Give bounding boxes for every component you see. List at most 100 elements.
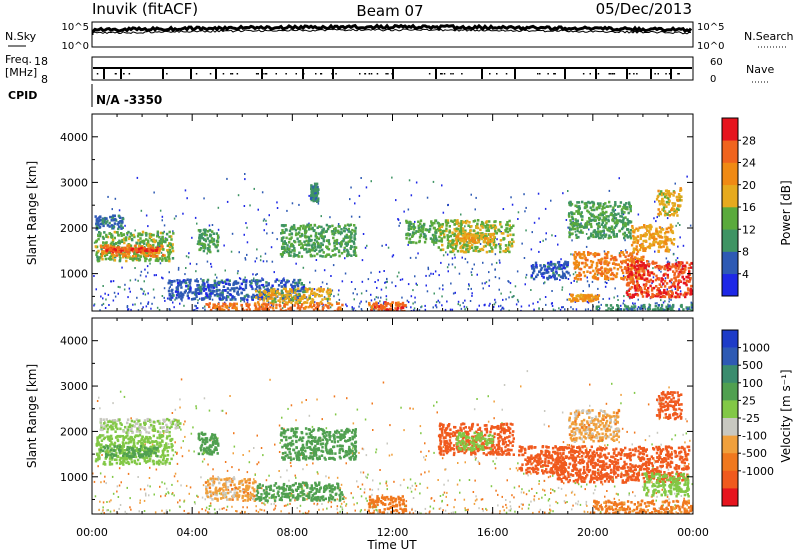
scatter-cell [395, 199, 397, 201]
scatter-cell [677, 222, 679, 224]
range-cell [622, 221, 624, 224]
scatter-cell [613, 297, 615, 299]
range-cell [224, 289, 226, 292]
scatter-cell [545, 238, 547, 240]
scatter-cell [352, 306, 354, 308]
range-cell [430, 222, 432, 225]
scatter-cell [156, 274, 158, 276]
range-cell [591, 264, 593, 267]
range-cell [445, 228, 447, 231]
range-cell [123, 242, 125, 245]
range-cell [535, 264, 537, 267]
scatter-cell [339, 299, 341, 301]
range-cell [491, 233, 493, 236]
range-cell [184, 291, 186, 294]
scatter-cell [127, 296, 129, 298]
range-cell [580, 231, 582, 234]
range-cell [435, 231, 437, 234]
scatter-cell [321, 215, 323, 217]
station-title: Inuvik (fitACF) [92, 0, 198, 18]
range-cell [420, 219, 422, 222]
range-cell [634, 257, 636, 260]
range-cell [236, 303, 238, 306]
range-cell [311, 298, 313, 301]
range-cell [465, 248, 467, 251]
range-cell [581, 201, 583, 204]
scatter-cell [108, 304, 110, 306]
range-cell [298, 243, 300, 246]
range-cell [259, 298, 261, 301]
range-cell [354, 238, 356, 241]
range-cell [258, 291, 260, 294]
range-cell [105, 234, 107, 237]
range-cell [583, 254, 585, 257]
scatter-cell [510, 291, 512, 293]
range-cell [546, 271, 548, 274]
range-cell [455, 245, 457, 248]
range-cell [95, 240, 97, 243]
range-cell [655, 238, 657, 241]
y-tick-label: 1000 [60, 268, 88, 281]
range-cell [298, 252, 300, 255]
scatter-cell [374, 298, 376, 300]
range-cell [675, 267, 677, 270]
scatter-cell [468, 288, 470, 290]
range-cell [440, 232, 442, 235]
range-cell [596, 265, 598, 268]
range-cell [667, 249, 669, 252]
range-cell [204, 232, 206, 235]
range-cell [662, 278, 664, 281]
range-cell [318, 295, 320, 298]
scatter-cell [188, 256, 190, 258]
scatter-cell [174, 218, 176, 220]
scatter-cell [245, 222, 247, 224]
scatter-cell [448, 264, 450, 266]
range-cell [671, 295, 673, 298]
range-cell [166, 233, 168, 236]
range-cell [659, 203, 661, 206]
range-cell [638, 277, 640, 280]
range-cell [339, 308, 341, 311]
range-cell [586, 270, 588, 273]
scatter-cell [523, 193, 525, 195]
range-cell [245, 279, 247, 282]
range-cell [565, 262, 567, 265]
nave-point [614, 73, 616, 75]
scatter-cell [436, 301, 438, 303]
range-cell [668, 200, 670, 203]
range-cell [294, 241, 296, 244]
range-cell [666, 239, 668, 242]
range-cell [300, 288, 302, 291]
range-cell [658, 304, 660, 307]
range-cell [626, 228, 628, 231]
range-cell [622, 223, 624, 226]
nave-point [391, 73, 393, 75]
range-cell [109, 245, 111, 248]
scatter-cell [355, 288, 357, 290]
range-cell [477, 227, 479, 230]
scatter-cell [500, 293, 502, 295]
scatter-cell [101, 304, 103, 306]
scatter-cell [135, 279, 137, 281]
range-cell [688, 271, 690, 274]
range-cell [633, 265, 635, 268]
range-cell [101, 258, 103, 261]
range-cell [669, 192, 671, 195]
scatter-cell [190, 263, 192, 265]
range-cell [636, 248, 638, 251]
range-cell [634, 287, 636, 290]
range-cell [163, 240, 165, 243]
scatter-cell [488, 285, 490, 287]
range-cell [679, 280, 681, 283]
range-cell [633, 295, 635, 298]
scatter-cell [127, 306, 129, 308]
range-cell [321, 229, 323, 232]
nave-point [590, 73, 592, 75]
range-cell [455, 238, 457, 241]
range-cell [597, 268, 599, 271]
range-cell [574, 223, 576, 226]
scatter-cell [667, 288, 669, 290]
range-cell [593, 275, 595, 278]
scatter-cell [237, 270, 239, 272]
range-cell [350, 236, 352, 239]
